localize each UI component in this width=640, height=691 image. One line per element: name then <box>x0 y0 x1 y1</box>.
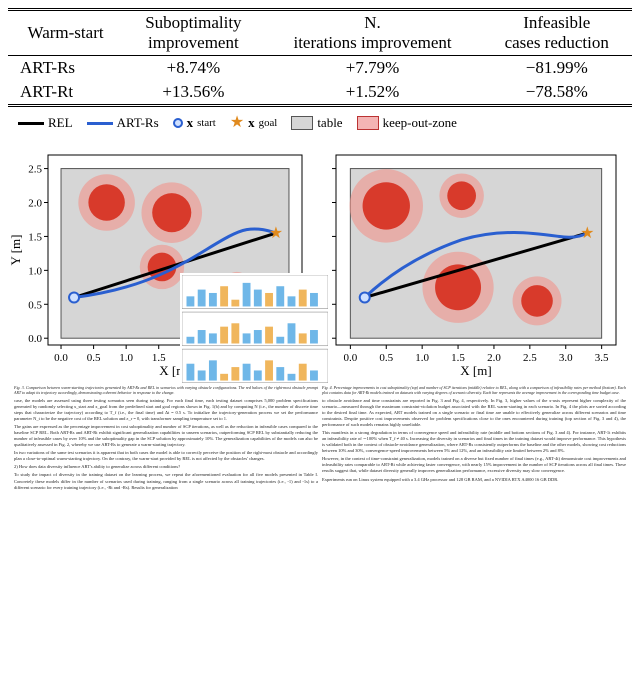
trajectory-panel-right: ★0.00.51.01.52.02.53.03.5X [m] <box>322 149 632 379</box>
th-subopt: Suboptimalityimprovement <box>123 10 264 56</box>
artrs-line-swatch <box>87 122 113 125</box>
row1-label: ART-Rt <box>8 80 123 106</box>
legend-artrs-label: ART-Rs <box>117 115 159 131</box>
table-swatch <box>291 116 313 130</box>
table-row: ART-Rt +13.56% +1.52% −78.58% <box>8 80 632 106</box>
legend-xgoal-sub: goal <box>259 117 278 129</box>
th-niter-text: N.iterations improvement <box>293 13 451 52</box>
rel-line-swatch <box>18 122 44 125</box>
svg-text:2.0: 2.0 <box>28 198 42 210</box>
svg-text:Y [m]: Y [m] <box>8 235 23 266</box>
svg-text:★: ★ <box>269 225 283 242</box>
legend-koz: keep-out-zone <box>357 115 457 131</box>
legend-rel-label: REL <box>48 115 73 131</box>
xstart-swatch <box>173 118 183 128</box>
svg-text:0.5: 0.5 <box>379 352 393 364</box>
figure-row: ★ 0.0 0.5 1.0 1.5 2.0 2.5 3.0 3.5 X [m] 0.0 0.5 1.0 1… <box>8 149 632 379</box>
legend-table: table <box>291 115 342 131</box>
svg-text:X [m]: X [m] <box>460 363 491 378</box>
row0-v1: +7.79% <box>264 56 482 81</box>
legend-xgoal: ★ xgoal <box>230 115 278 131</box>
svg-text:0.0: 0.0 <box>343 352 357 364</box>
xgoal-swatch: ★ <box>230 118 244 128</box>
svg-text:0.5: 0.5 <box>28 299 42 311</box>
th-infeas-text: Infeasiblecases reduction <box>505 13 609 52</box>
svg-text:★: ★ <box>580 225 594 242</box>
svg-text:0.5: 0.5 <box>87 352 101 364</box>
row1-v1: +1.52% <box>264 80 482 106</box>
legend-xstart-x: x <box>187 115 194 131</box>
th-niter: N.iterations improvement <box>264 10 482 56</box>
row0-v2: −81.99% <box>481 56 632 81</box>
figure-legend: REL ART-Rs xstart ★ xgoal table keep-out… <box>8 113 632 137</box>
legend-table-label: table <box>317 115 342 131</box>
legend-xstart-sub: start <box>197 117 216 129</box>
inset-bar-charts <box>180 273 330 385</box>
svg-text:0.0: 0.0 <box>28 333 42 345</box>
svg-text:0.0: 0.0 <box>54 352 68 364</box>
svg-text:2.5: 2.5 <box>523 352 537 364</box>
paper-body-text: Fig. 3. Comparison between warm-starting… <box>8 383 632 491</box>
th-warmstart: Warm-start <box>8 10 123 56</box>
svg-text:1.5: 1.5 <box>28 231 42 243</box>
th-infeas: Infeasiblecases reduction <box>481 10 632 56</box>
table-row: ART-Rs +8.74% +7.79% −81.99% <box>8 56 632 81</box>
svg-text:3.5: 3.5 <box>595 352 609 364</box>
svg-text:1.0: 1.0 <box>415 352 429 364</box>
legend-xstart: xstart <box>173 115 216 131</box>
row0-v0: +8.74% <box>123 56 264 81</box>
svg-text:1.0: 1.0 <box>28 265 42 277</box>
legend-koz-label: keep-out-zone <box>383 115 457 131</box>
trajectory-panel-left: ★0.00.51.01.52.02.53.03.5X [m]0.00.51.01… <box>8 149 318 379</box>
row1-v2: −78.58% <box>481 80 632 106</box>
svg-text:2.5: 2.5 <box>28 164 42 176</box>
legend-xgoal-x: x <box>248 115 255 131</box>
row0-label: ART-Rs <box>8 56 123 81</box>
svg-text:3.0: 3.0 <box>559 352 573 364</box>
row1-v0: +13.56% <box>123 80 264 106</box>
legend-rel: REL <box>18 115 73 131</box>
results-table: Warm-start Suboptimalityimprovement N.it… <box>8 8 632 107</box>
svg-text:1.0: 1.0 <box>119 352 133 364</box>
legend-artrs: ART-Rs <box>87 115 159 131</box>
koz-swatch <box>357 116 379 130</box>
th-subopt-text: Suboptimalityimprovement <box>145 13 241 52</box>
